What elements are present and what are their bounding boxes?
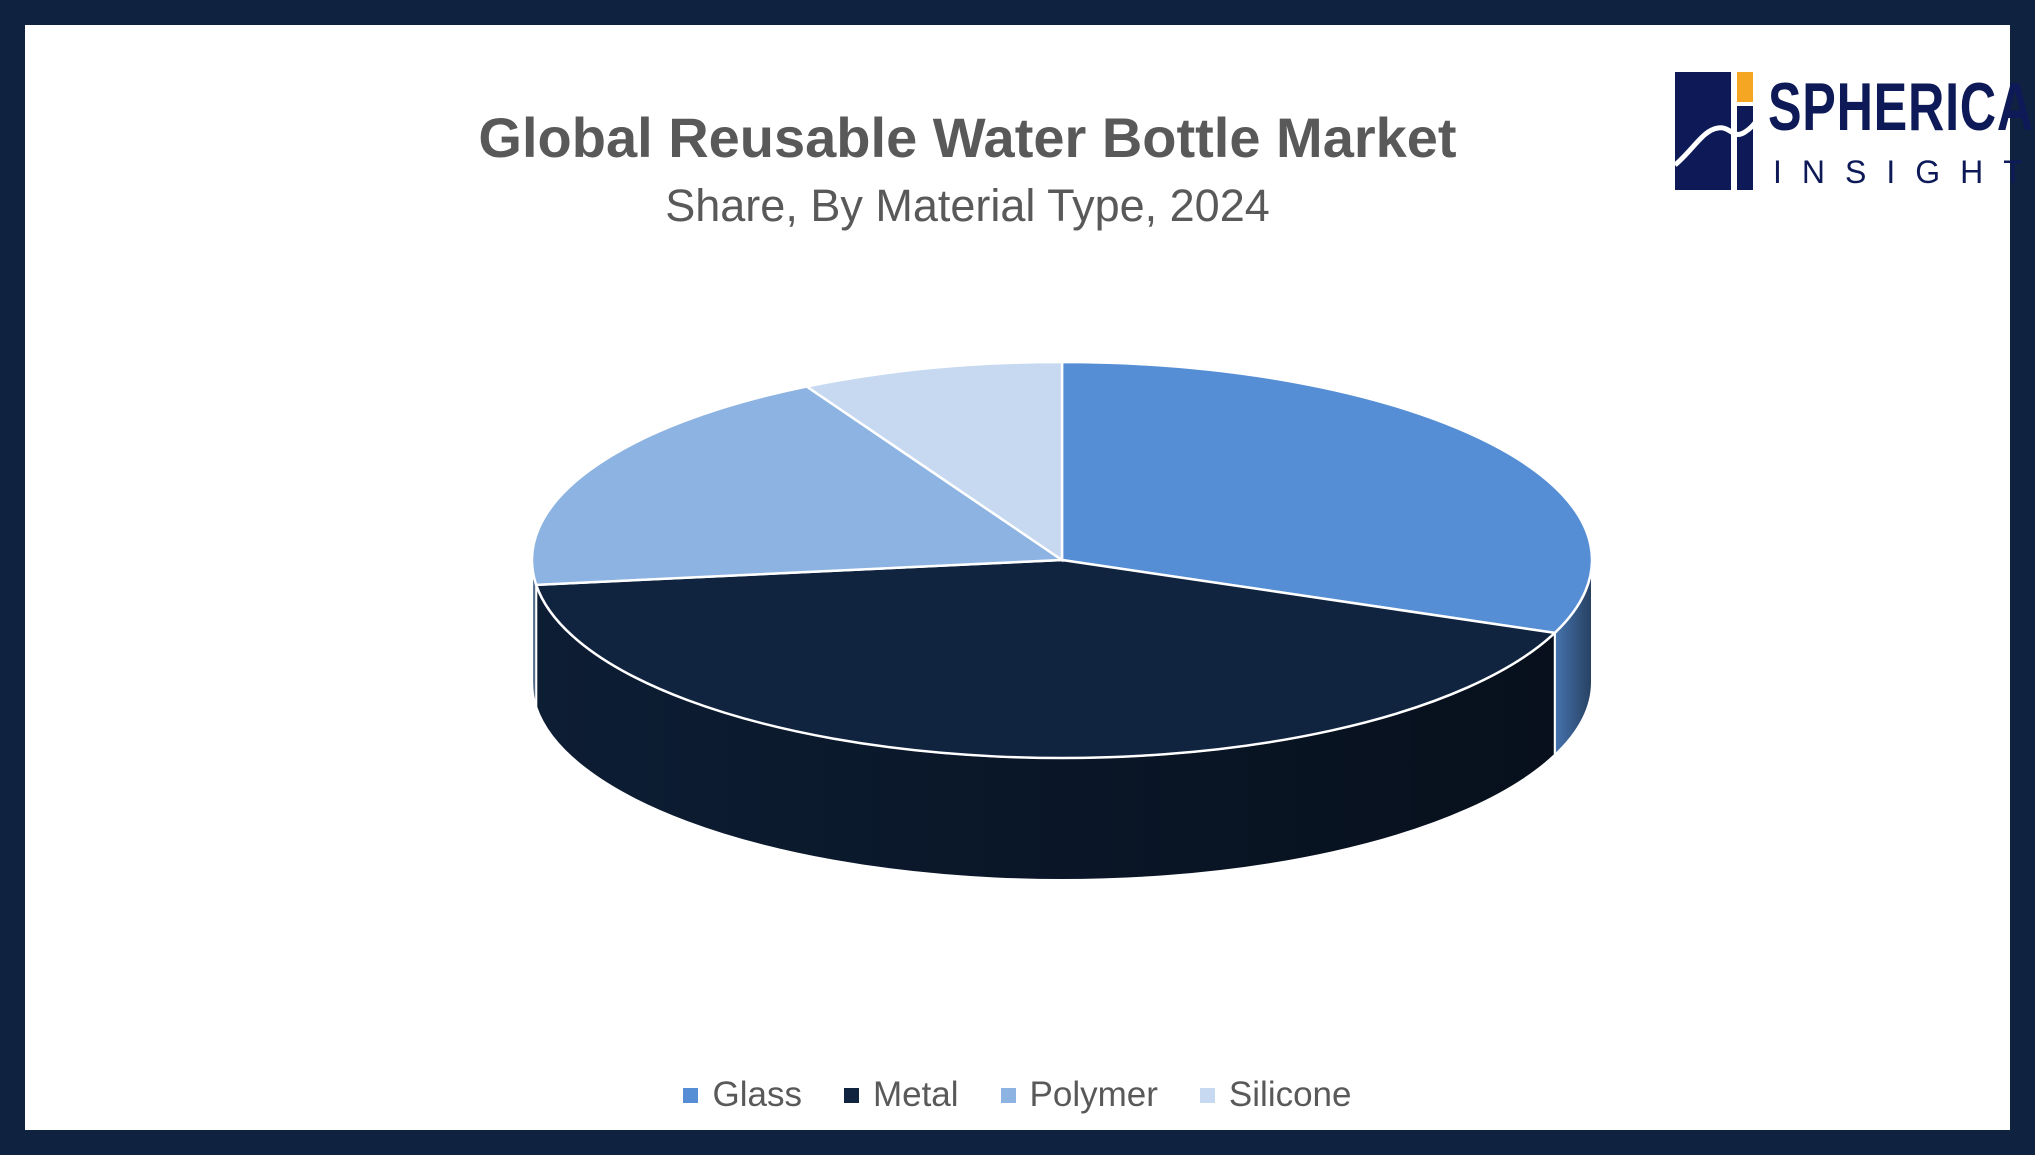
chart-frame: Global Reusable Water Bottle Market Shar…: [25, 25, 2035, 1130]
legend-label: Polymer: [1029, 1075, 1158, 1114]
spherical-insights-logo: SPHERICAL INSIGHTS: [1673, 69, 2035, 195]
legend-item-polymer: Polymer: [1000, 1075, 1158, 1115]
pie-chart: [530, 360, 1594, 881]
legend-swatch: [683, 1087, 699, 1103]
legend-item-silicone: Silicone: [1199, 1075, 1352, 1115]
legend-swatch: [843, 1087, 859, 1103]
chart-subtitle: Share, By Material Type, 2024: [665, 180, 1270, 231]
legend-swatch: [1000, 1087, 1016, 1103]
pie-slice-glass: [1060, 360, 1594, 635]
logo-word-spherical: SPHERICAL: [1768, 69, 2035, 145]
legend-item-glass: Glass: [683, 1075, 802, 1115]
legend-swatch: [1199, 1087, 1215, 1103]
pie-slice-metal: [534, 558, 1558, 760]
legend-item-metal: Metal: [843, 1075, 959, 1115]
legend-label: Glass: [712, 1075, 802, 1114]
legend-label: Silicone: [1228, 1075, 1352, 1114]
chart-title: Global Reusable Water Bottle Market: [478, 106, 1457, 169]
pie-slice-polymer: [530, 385, 1066, 587]
logo-mark-icon: [1673, 72, 1763, 190]
chart-legend: Glass Metal Polymer Silicone: [25, 1075, 2010, 1115]
logo-word-insights: INSIGHTS: [1773, 154, 2035, 190]
pie-slice-silicone: [803, 360, 1064, 563]
legend-label: Metal: [872, 1075, 959, 1114]
